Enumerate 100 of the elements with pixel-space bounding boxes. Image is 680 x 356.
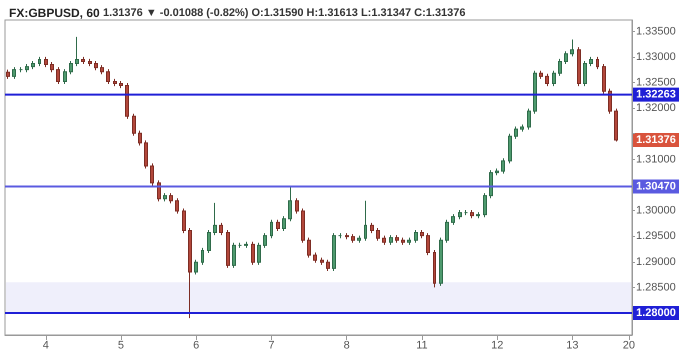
- candlestick: [514, 126, 518, 140]
- candlestick: [345, 232, 349, 240]
- candlestick: [257, 242, 261, 266]
- candlestick: [282, 216, 286, 232]
- candlestick: [313, 252, 317, 264]
- candlestick: [608, 88, 612, 114]
- candlestick: [301, 208, 305, 244]
- ref-line-label: 1.32263: [636, 88, 676, 101]
- candlestick: [401, 237, 405, 246]
- candlestick: [351, 234, 355, 244]
- y-tick-label: 1.32500: [636, 76, 676, 88]
- candlestick: [288, 185, 292, 222]
- candlestick: [106, 68, 110, 85]
- candlestick: [119, 80, 123, 89]
- candlestick: [150, 162, 154, 186]
- candlestick: [232, 242, 236, 268]
- candlestick: [577, 46, 581, 87]
- candlestick: [508, 133, 512, 164]
- candlestick: [251, 241, 255, 266]
- candlestick: [589, 56, 593, 67]
- candlestick: [583, 60, 587, 87]
- candlestick: [138, 130, 142, 146]
- y-tick-label: 1.28500: [636, 281, 676, 294]
- y-tick-label: 1.29500: [636, 230, 676, 242]
- candlestick: [338, 232, 342, 239]
- candlestick: [94, 60, 98, 71]
- candlestick: [545, 73, 549, 87]
- candlestick: [226, 230, 230, 268]
- candlestick: [433, 249, 436, 288]
- candlestick: [188, 227, 192, 319]
- candlestick: [483, 192, 487, 218]
- candlestick: [533, 70, 537, 114]
- candlestick: [439, 237, 443, 286]
- candlestick: [295, 198, 299, 214]
- candlestick: [320, 257, 324, 266]
- candlestick: [426, 232, 430, 256]
- candlestick: [144, 140, 148, 170]
- candlestick: [31, 60, 35, 70]
- text: 1.31376: [636, 134, 676, 146]
- candlestick: [527, 108, 531, 130]
- candlestick: [376, 227, 380, 242]
- candlestick: [132, 113, 136, 136]
- candlestick: [182, 208, 186, 234]
- candlestick: [19, 66, 23, 73]
- candlestick: [307, 237, 311, 258]
- candlestick: [50, 62, 54, 73]
- candlestick: [558, 58, 562, 76]
- candlestick: [495, 168, 499, 176]
- candlestick: [389, 234, 393, 246]
- candlestick: [56, 66, 60, 85]
- candlestick: [38, 56, 41, 67]
- candlestick: [364, 200, 367, 242]
- ref-line-label: 1.30470: [636, 180, 676, 192]
- x-tick-label: 4: [42, 340, 49, 352]
- candlestick: [219, 222, 223, 236]
- candlestick: [464, 210, 468, 216]
- x-tick-label: 5: [118, 340, 124, 352]
- candlestick: [276, 219, 280, 232]
- x-tick-label: 7: [268, 340, 275, 352]
- candlestick: [420, 230, 424, 239]
- candlestick: [44, 56, 48, 68]
- candlestick: [63, 68, 67, 85]
- candlestick: [564, 50, 568, 65]
- candlestick: [25, 64, 29, 73]
- candlestick: [213, 202, 217, 236]
- candlestick: [458, 210, 462, 220]
- x-tick-label: 13: [566, 340, 579, 352]
- candlestick: [238, 242, 242, 248]
- candlestick: [125, 82, 129, 120]
- candlestick: [263, 232, 267, 248]
- candlestick: [570, 38, 574, 57]
- y-tick-label: 1.31000: [636, 153, 676, 166]
- candlestick: [470, 210, 474, 219]
- candlestick: [332, 232, 336, 272]
- candlestick: [370, 222, 374, 234]
- candlestick: [476, 212, 480, 219]
- candlestick: [520, 124, 524, 132]
- candlestick: [395, 234, 399, 244]
- candlestick: [81, 56, 85, 65]
- candlestick: [194, 259, 198, 276]
- candlestick: [100, 64, 104, 75]
- candlestick: [445, 219, 449, 244]
- candlestick: [552, 70, 556, 87]
- candlestick: [69, 60, 73, 75]
- candlestick: [501, 158, 505, 174]
- candlestick: [596, 56, 599, 70]
- x-tick-label: 12: [491, 340, 504, 352]
- candlestick: [326, 259, 330, 272]
- x-tick-label: 8: [344, 340, 350, 352]
- y-tick-label: 1.33000: [636, 50, 676, 63]
- x-tick-label: 20: [622, 340, 635, 352]
- candlestick: [244, 241, 248, 248]
- candlestick: [489, 170, 493, 199]
- y-tick-label: 1.30000: [636, 204, 676, 217]
- candlestick: [451, 214, 455, 226]
- chart-title: FX:GBPUSD, 60: [9, 6, 100, 20]
- y-tick-label: 1.33500: [636, 25, 676, 38]
- chart-subtitle: 1.31376 ▼ -0.01088 (-0.82%) O:1.31590 H:1.31613 L:1.31347 C:1.31376: [103, 7, 466, 19]
- y-tick-label: 1.32000: [636, 102, 676, 114]
- x-tick-label: 11: [416, 340, 428, 352]
